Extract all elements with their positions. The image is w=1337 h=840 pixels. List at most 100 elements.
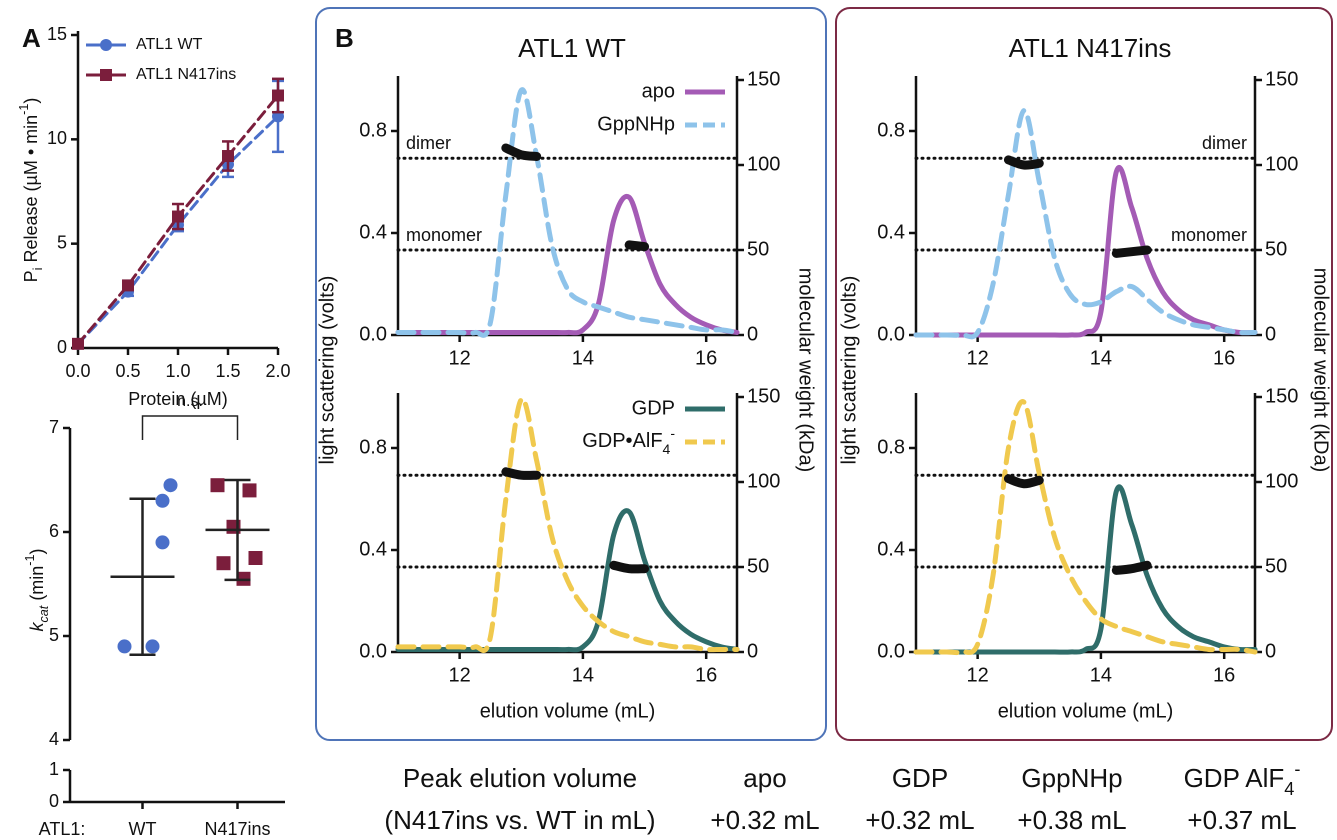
y-axis-label: light scattering (volts) [838, 276, 860, 465]
mw-trace [624, 240, 650, 252]
y-tick-label: 0.0 [359, 323, 387, 345]
y2-tick-label: 0 [1265, 640, 1276, 662]
y2-tick-label: 150 [1265, 385, 1298, 407]
y-axis-label: Pi Release (µM • min-1) [17, 98, 45, 283]
y-tick-label: 10 [47, 128, 67, 148]
annotation: n.s. [177, 393, 203, 410]
dot [155, 493, 170, 508]
table-header: GppNHp [1021, 763, 1122, 793]
y2-tick-label: 50 [747, 555, 769, 577]
group-title: ATL1 WT [518, 33, 626, 63]
y2-tick-label: 50 [1265, 555, 1287, 577]
text-part: - [1294, 759, 1300, 779]
x-tick-label: 16 [1213, 347, 1235, 369]
mw-trace [1003, 474, 1044, 489]
x-tick-label: 16 [1213, 664, 1235, 686]
text-part: (min [27, 566, 47, 606]
y-tick-label: 0.0 [877, 640, 905, 662]
y-tick-label: 7 [49, 417, 59, 437]
legend-marker [100, 39, 112, 51]
line-trace [395, 193, 740, 336]
marker [172, 210, 184, 223]
x-tick-label: 2.0 [265, 361, 290, 381]
legend-marker [100, 69, 112, 81]
text-part: GDP AlF [1184, 763, 1285, 793]
x-tick-label: 16 [695, 664, 717, 686]
text-part: GDP•AlF [582, 430, 662, 452]
text-part: P [21, 270, 41, 282]
y-tick-label: 5 [49, 625, 59, 645]
group-title: ATL1 N417ins [1009, 33, 1172, 63]
y-tick-label: 0 [49, 791, 59, 811]
mw-trace [1003, 155, 1044, 170]
y2-tick-label: 100 [747, 153, 780, 175]
y-tick-label: 0.8 [877, 436, 905, 458]
y-tick-label: 0.8 [359, 436, 387, 458]
y2-axis-label: molecular weight (kDa) [1310, 268, 1332, 473]
y2-tick-label: 100 [747, 470, 780, 492]
line-trace [395, 87, 740, 338]
text-part: ) [21, 98, 41, 104]
x-tick-label: 0.5 [115, 361, 140, 381]
y-tick-label: 0 [57, 337, 67, 357]
text-part: 4 [663, 441, 671, 457]
mw-trace [501, 143, 542, 161]
y-tick-label: 0.0 [359, 640, 387, 662]
mw-trace [609, 560, 650, 574]
y2-tick-label: 150 [747, 385, 780, 407]
y-tick-label: 0.0 [877, 323, 905, 345]
mw-trace [1111, 560, 1152, 575]
y2-tick-label: 50 [747, 238, 769, 260]
x-tick-label: WT [129, 819, 157, 839]
y2-tick-label: 0 [1265, 323, 1276, 345]
x-tick-label: 12 [449, 664, 471, 686]
legend-label: GDP•AlF4- [582, 425, 675, 457]
reference-label: monomer [1171, 225, 1247, 245]
table-header: apo [743, 763, 786, 793]
x-tick-label: 12 [967, 664, 989, 686]
legend-label: ATL1 N417ins [136, 66, 236, 83]
group-box [315, 7, 827, 741]
x-tick-label: 0.0 [65, 361, 90, 381]
y2-tick-label: 150 [1265, 68, 1298, 90]
x-axis-label: elution volume (mL) [998, 700, 1174, 722]
panel-label: A [22, 23, 41, 53]
y-tick-label: 15 [47, 24, 67, 44]
mw-trace [1111, 245, 1152, 258]
legend-label: apo [642, 80, 675, 102]
x-tick-label: 14 [1090, 347, 1112, 369]
legend-label: GDP [632, 397, 675, 419]
table-cell: +0.32 mL [865, 805, 974, 835]
table-cell: +0.32 mL [710, 805, 819, 835]
reference-label: dimer [1202, 133, 1247, 153]
table-cell: +0.37 mL [1187, 805, 1296, 835]
text-part: - [670, 425, 675, 441]
y2-axis-label: molecular weight (kDa) [795, 268, 817, 473]
line-trace [913, 484, 1258, 655]
mw-trace [501, 467, 542, 480]
marker [122, 279, 134, 292]
line-trace [76, 114, 280, 346]
line-trace [913, 399, 1258, 656]
dot [248, 551, 263, 565]
y2-tick-label: 150 [747, 68, 780, 90]
dot [117, 639, 132, 654]
y-tick-label: 0.4 [877, 538, 905, 560]
y-tick-label: 0.4 [877, 221, 905, 243]
significance-bracket [141, 415, 239, 440]
y2-tick-label: 100 [1265, 470, 1298, 492]
x-tick-label: 14 [572, 347, 594, 369]
reference-label: monomer [406, 225, 482, 245]
dot [242, 483, 257, 498]
marker [272, 89, 284, 102]
text-part: 4 [1284, 779, 1294, 799]
line-trace [395, 396, 740, 653]
dot [216, 556, 231, 571]
marker [72, 337, 84, 350]
y2-tick-label: 0 [747, 323, 758, 345]
text-part: k [27, 622, 47, 632]
table-cell: (N417ins vs. WT in mL) [384, 805, 655, 835]
y-axis-label: kcat (min-1) [23, 548, 51, 631]
x-tick-label: 12 [449, 347, 471, 369]
